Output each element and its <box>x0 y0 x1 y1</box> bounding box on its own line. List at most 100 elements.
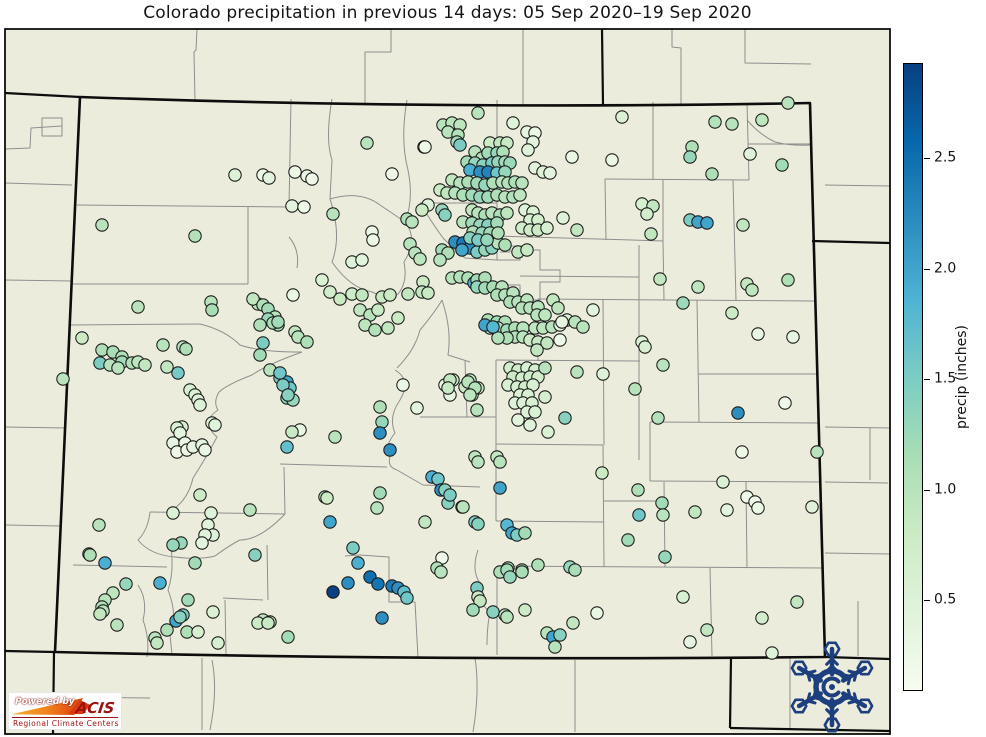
station-point <box>538 308 552 322</box>
plot-frame <box>4 28 891 735</box>
station-point <box>351 556 365 570</box>
colorbar-tick <box>924 158 930 160</box>
station-point <box>765 646 779 660</box>
station-point <box>463 388 477 402</box>
station-point <box>271 315 285 329</box>
station-point <box>391 311 405 325</box>
county-border-line <box>328 98 333 200</box>
station-point <box>110 618 124 632</box>
station-point <box>736 218 750 232</box>
county-border-line <box>209 659 216 731</box>
colorbar-tick <box>924 268 930 270</box>
county-border-line <box>744 29 812 65</box>
station-point <box>371 577 385 591</box>
county-border-line <box>41 117 63 137</box>
station-point <box>326 207 340 221</box>
station-point <box>111 361 125 375</box>
station-point <box>193 488 207 502</box>
county-border-line <box>824 552 891 555</box>
station-point <box>370 501 384 515</box>
station-point <box>466 603 480 617</box>
station-point <box>326 585 340 599</box>
station-point <box>755 611 769 625</box>
colorbar-tick-label: 1.0 <box>934 481 957 498</box>
state-border-line <box>600 28 605 106</box>
county-border-line <box>137 584 149 658</box>
station-point <box>810 445 824 459</box>
colorbar-tick-label: 0.5 <box>934 592 957 609</box>
station-point <box>708 115 722 129</box>
station-point <box>418 515 432 529</box>
county-border-line <box>288 236 299 269</box>
station-point <box>456 500 470 514</box>
station-point <box>438 208 452 222</box>
station-point <box>253 348 267 362</box>
station-point <box>656 358 670 372</box>
station-point <box>413 252 427 266</box>
station-point <box>355 288 369 302</box>
county-border-line <box>364 29 392 104</box>
county-border-line <box>171 351 303 511</box>
station-point <box>540 336 554 350</box>
station-point <box>375 611 389 625</box>
county-border-line <box>604 178 607 241</box>
station-point <box>621 533 635 547</box>
county-border-line <box>344 554 361 557</box>
station-point <box>288 165 302 179</box>
station-point <box>441 381 455 395</box>
acis-powered-by-text: Powered by <box>15 697 75 707</box>
station-point <box>166 538 180 552</box>
station-point <box>523 418 537 432</box>
station-point <box>556 211 570 225</box>
station-point <box>198 443 212 457</box>
station-point <box>538 361 552 375</box>
station-point <box>405 215 419 229</box>
station-point <box>653 272 667 286</box>
station-point <box>511 413 525 427</box>
station-point <box>540 221 554 235</box>
station-point <box>173 610 187 624</box>
station-point <box>333 292 347 306</box>
station-point <box>576 320 590 334</box>
colorbar-tick-label: 2.5 <box>934 149 957 166</box>
county-border-line <box>649 421 820 424</box>
state-border-line <box>811 239 891 245</box>
county-border-line <box>824 481 889 484</box>
station-point <box>473 594 487 608</box>
station-point <box>615 110 629 124</box>
station-point <box>211 636 225 650</box>
station-point <box>98 556 112 570</box>
station-point <box>373 400 387 414</box>
station-point <box>640 207 654 221</box>
state-border-line <box>728 656 733 729</box>
station-point <box>605 153 619 167</box>
county-border-line <box>662 240 665 301</box>
station-point <box>297 200 311 214</box>
station-point <box>553 628 567 642</box>
station-point <box>381 321 395 335</box>
station-point <box>688 505 702 519</box>
station-point <box>644 227 658 241</box>
acis-name-text: ACIS <box>74 699 116 717</box>
station-point <box>676 296 690 310</box>
county-border-line <box>496 235 664 242</box>
station-point <box>248 548 262 562</box>
station-point <box>320 491 334 505</box>
station-point <box>553 333 567 347</box>
station-point <box>805 500 819 514</box>
station-point <box>520 243 534 257</box>
station-point <box>506 116 520 130</box>
station-point <box>281 630 295 644</box>
station-points <box>56 96 824 660</box>
station-point <box>385 167 399 181</box>
county-border-line <box>696 299 700 423</box>
acis-subtitle-text: Regional Climate Centers <box>13 719 119 728</box>
station-point <box>471 455 485 469</box>
station-point <box>745 283 759 297</box>
county-border-line <box>76 204 290 208</box>
station-point <box>83 548 97 562</box>
station-point <box>651 411 665 425</box>
station-point <box>93 607 107 621</box>
